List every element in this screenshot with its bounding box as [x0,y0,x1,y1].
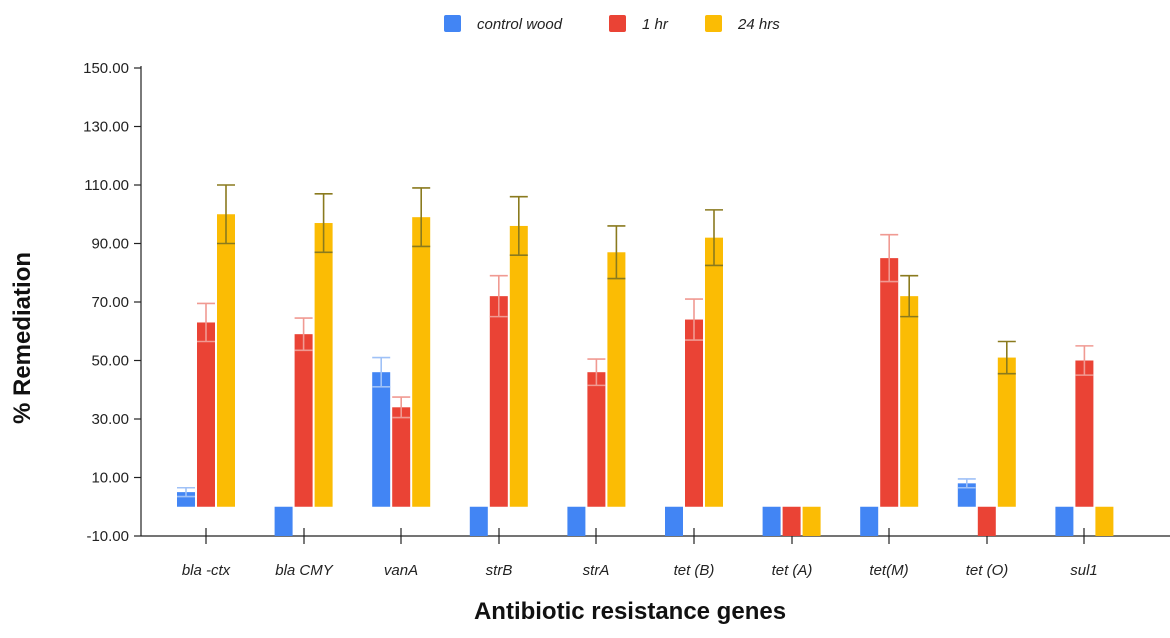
legend-label: 1 hr [642,16,669,33]
y-axis-title: % Remediation [9,252,36,424]
bar [685,319,703,507]
bar [900,296,919,507]
y-tick-label: -10.00 [86,528,129,545]
bar [1095,506,1114,536]
y-tick-label: 150.00 [83,60,129,77]
bar [392,407,411,507]
x-tick-label: vanA [384,562,418,579]
bar [587,372,606,507]
bar [489,296,508,507]
x-tick-label: tet(M) [869,562,908,579]
y-tick-label: 70.00 [91,294,129,311]
x-tick-label: sul1 [1070,562,1098,579]
bar [782,506,801,536]
bar [314,223,333,507]
bar [197,322,215,507]
bar [607,252,626,507]
legend-label: 24 hrs [737,16,780,33]
y-tick-label: 90.00 [91,236,129,253]
bar [469,506,488,536]
y-tick-label: 110.00 [84,177,129,194]
bar [705,237,723,507]
legend-swatch [444,15,461,32]
bar [372,372,391,507]
bar [977,506,996,536]
axes: -10.00 10.00 30.00 50.00 70.00 90.00 110.00 130… [83,60,1170,579]
bar [274,506,293,536]
legend-swatch [705,15,722,32]
y-tick-label: 30.00 [91,411,129,428]
bar [412,217,431,507]
bar [567,506,586,536]
x-tick-label: tet (B) [674,562,715,579]
bars [177,214,1114,536]
x-tick-label: tet (A) [772,562,813,579]
bar [802,506,821,536]
bar [294,334,313,507]
bar [217,214,235,507]
y-tick-label: 130.00 [83,119,129,136]
bar [880,258,899,507]
x-tick-label: bla -ctx [182,562,231,579]
bar [957,483,976,507]
x-axis-title: Antibiotic resistance genes [474,598,786,625]
x-tick-label: strB [486,562,513,579]
legend-swatch [609,15,626,32]
legend: control wood 1 hr 24 hrs [444,15,780,33]
y-tick-label: 10.00 [91,470,129,487]
y-tick-label: 50.00 [91,353,129,370]
x-tick-label: tet (O) [966,562,1009,579]
bar [1055,506,1074,536]
bar [997,357,1016,507]
bar [860,506,879,536]
legend-label: control wood [477,16,563,33]
error-bars [177,184,1094,498]
bar [762,506,781,536]
bar [509,225,528,507]
x-tick-label: strA [583,562,610,579]
bar [665,506,683,536]
x-tick-label: bla CMY [275,562,334,579]
bar [1075,360,1094,507]
